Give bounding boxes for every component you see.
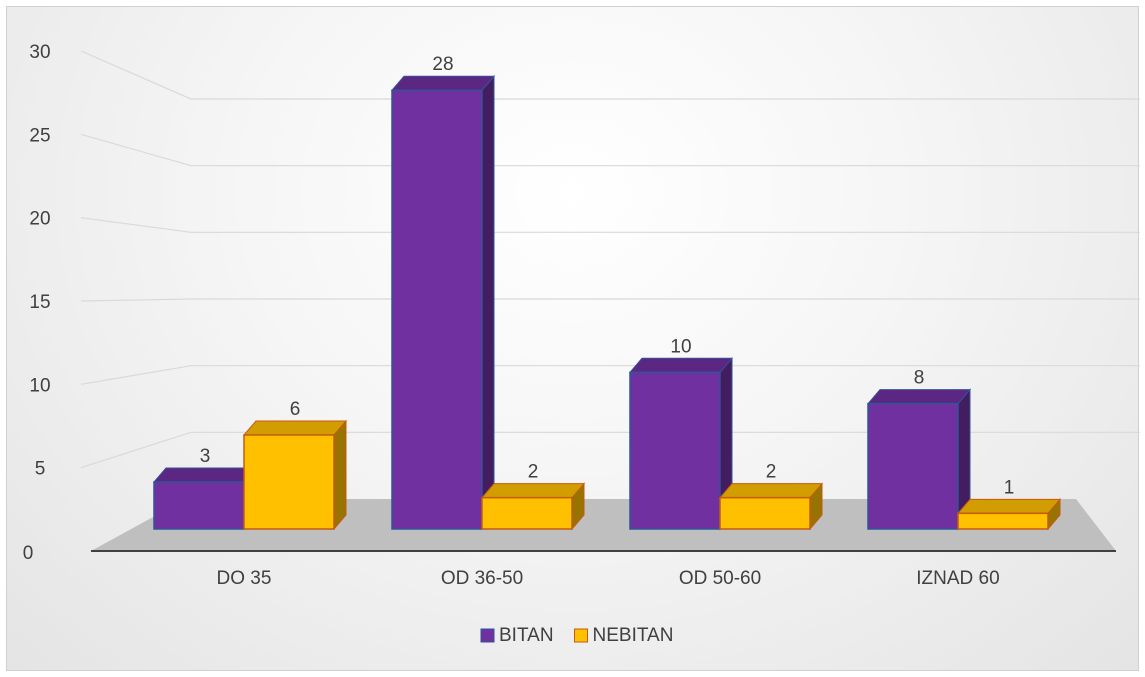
y-tick-label: 15 bbox=[29, 292, 50, 313]
bar-nebitan-iznad-60 bbox=[957, 512, 1049, 530]
bar-side bbox=[481, 74, 495, 531]
bar-bitan-do-35 bbox=[153, 481, 245, 530]
x-tick-label: IZNAD 60 bbox=[916, 568, 999, 589]
chart-floor bbox=[91, 499, 1116, 551]
data-label: 28 bbox=[432, 54, 453, 75]
data-label: 8 bbox=[914, 368, 925, 389]
x-tick-label: OD 36-50 bbox=[441, 568, 523, 589]
bar-top bbox=[242, 420, 348, 436]
gridline bbox=[80, 217, 1140, 233]
bar-bitan-od-50-60 bbox=[629, 371, 721, 530]
gridline bbox=[80, 50, 1140, 100]
bar-top bbox=[718, 483, 824, 499]
bar-side bbox=[333, 419, 347, 531]
gridline bbox=[80, 133, 1140, 167]
bar-nebitan-od-50-60 bbox=[719, 496, 811, 530]
y-tick-label: 20 bbox=[29, 209, 50, 230]
bar-bitan-iznad-60 bbox=[867, 402, 959, 530]
bar-top bbox=[628, 357, 734, 373]
legend-swatch-nebitan bbox=[574, 628, 588, 643]
gridline bbox=[80, 298, 1140, 302]
bar-nebitan-od-36-50 bbox=[481, 496, 573, 530]
y-tick-label: 30 bbox=[29, 42, 50, 63]
bar-top bbox=[152, 467, 258, 483]
y-tick-label: 25 bbox=[29, 125, 50, 146]
data-label: 1 bbox=[1004, 477, 1015, 498]
y-tick-label: 5 bbox=[35, 459, 46, 480]
bar-nebitan-do-35 bbox=[243, 434, 335, 530]
bar-top bbox=[866, 389, 972, 405]
data-label: 2 bbox=[766, 462, 777, 483]
bar-bitan-od-36-50 bbox=[391, 89, 483, 530]
y-tick-label: 0 bbox=[23, 543, 34, 564]
gridline bbox=[80, 365, 1140, 385]
legend-label-nebitan: NEBITAN bbox=[593, 625, 674, 646]
data-label: 2 bbox=[528, 462, 539, 483]
chart-area: 0 5 10 15 20 25 30 3 6 DO 35 28 2 OD 36-50 10 2 OD 50-6… bbox=[6, 6, 1140, 671]
legend-label-bitan: BITAN bbox=[499, 625, 554, 646]
gridline bbox=[80, 431, 1140, 469]
bar-top bbox=[956, 498, 1062, 514]
legend: BITAN NEBITAN bbox=[480, 625, 674, 646]
bar-top bbox=[390, 75, 496, 91]
data-label: 3 bbox=[200, 446, 211, 467]
legend-swatch-bitan bbox=[480, 628, 495, 643]
x-tick-label: DO 35 bbox=[217, 568, 272, 589]
data-label: 6 bbox=[290, 399, 301, 420]
bar-chart: 0 5 10 15 20 25 30 3 6 DO 35 28 2 OD 36-50 10 2 OD 50-6… bbox=[23, 42, 1140, 646]
x-tick-label: OD 50-60 bbox=[679, 568, 761, 589]
data-label: 10 bbox=[670, 336, 691, 357]
y-tick-label: 10 bbox=[29, 375, 50, 396]
bar-top bbox=[480, 483, 586, 499]
